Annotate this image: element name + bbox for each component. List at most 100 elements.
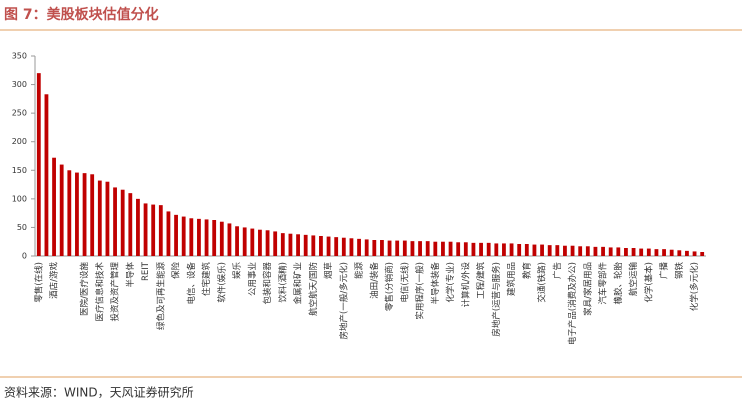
x-tick-label: 汽车零部件: [598, 262, 609, 305]
bar: [67, 170, 72, 256]
bar: [189, 218, 194, 256]
bar: [166, 211, 171, 256]
x-tick-label: 工程/建筑: [476, 262, 487, 299]
bar: [296, 234, 300, 256]
bar: [288, 233, 293, 256]
bar: [524, 244, 529, 256]
x-tick-label: 实用程序(一般): [415, 262, 426, 320]
x-tick-label: 广告: [552, 262, 563, 279]
bar: [555, 245, 560, 256]
bar: [120, 189, 125, 256]
x-tick-label: 公用事业: [247, 262, 258, 296]
x-tick-label: 电信、设备: [186, 262, 197, 305]
bar: [654, 249, 659, 256]
x-tick-label: 计算机/外设: [460, 262, 471, 308]
x-tick-label: 教育: [521, 262, 532, 279]
bar: [265, 230, 270, 256]
x-tick-label: 房地产(运营与服务): [491, 262, 502, 337]
bar: [303, 234, 308, 256]
bar: [52, 157, 56, 256]
bar: [624, 248, 628, 256]
x-tick-label: REIT: [141, 261, 151, 281]
bar: [563, 245, 567, 256]
x-tick-label: 橡胶、轮胎: [613, 262, 624, 305]
bar: [631, 248, 636, 256]
x-tick-label: 半导体: [125, 262, 136, 288]
bar: [311, 235, 316, 256]
bar: [82, 173, 87, 256]
x-tick-label: 电信(无线): [399, 262, 410, 303]
x-tick-label: 电子产品(消费及办公): [567, 262, 578, 345]
bar: [357, 238, 361, 256]
x-tick-label: 医疗信息和技术: [94, 262, 105, 322]
x-tick-label: 金属和矿业: [293, 262, 304, 305]
bar: [372, 240, 377, 256]
x-tick-label: 化学(基本): [643, 262, 654, 303]
y-tick-label: 300: [12, 80, 27, 89]
x-tick-label: 绿色及可再生能源: [155, 262, 166, 331]
x-tick-label: 房地产(一般/多元化): [338, 262, 349, 340]
bar: [44, 94, 49, 257]
bar: [97, 180, 102, 256]
bar: [669, 249, 674, 256]
bar: [151, 204, 156, 256]
x-tick-label: 软件(娱乐): [216, 262, 227, 303]
x-tick-label: 交通(铁路): [537, 262, 548, 303]
bar: [128, 193, 133, 256]
x-tick-label: 航空航天/国防: [308, 262, 319, 316]
bar: [219, 221, 224, 256]
x-tick-label: 酒店/游戏: [49, 262, 60, 299]
bar: [402, 240, 407, 256]
bar: [509, 243, 514, 256]
bar: [136, 198, 140, 256]
bar: [36, 73, 41, 257]
bar: [502, 243, 506, 256]
x-tick-label: 投资及资产管理: [110, 262, 121, 322]
bar: [692, 251, 697, 256]
bar: [616, 247, 621, 256]
x-tick-label: 能源: [354, 262, 365, 280]
bar: [463, 242, 468, 256]
x-tick-label: 钢铁: [674, 262, 685, 280]
x-tick-label: 娱乐: [232, 262, 243, 280]
bar: [570, 245, 575, 256]
bar: [471, 242, 476, 256]
x-tick-label: 零售(在线): [33, 262, 44, 303]
bar: [532, 244, 537, 256]
bar: [395, 240, 400, 256]
y-tick-label: 0: [22, 252, 27, 261]
bar: [158, 205, 163, 256]
x-tick-label: 饮料(酒精): [277, 262, 288, 303]
bar: [341, 237, 346, 256]
bar: [105, 181, 110, 256]
x-tick-label: 广播: [659, 262, 670, 280]
bar: [113, 187, 117, 256]
bar: [181, 216, 186, 256]
chart-title: 图 7：美股板块估值分化: [4, 6, 159, 23]
bar: [380, 240, 384, 256]
bar: [700, 252, 705, 256]
x-tick-label: 保险: [171, 262, 182, 280]
bar: [479, 242, 483, 256]
bar: [418, 241, 422, 256]
bar: [494, 243, 499, 256]
bar: [639, 248, 644, 256]
bar: [334, 237, 339, 256]
y-tick-label: 50: [17, 223, 27, 232]
bar: [646, 248, 651, 256]
x-tick-label: 烟草: [323, 262, 334, 280]
x-tick-label: 零售(分销商): [384, 262, 395, 311]
bar: [364, 239, 369, 256]
bar: [662, 249, 666, 256]
bar: [547, 245, 552, 256]
bar: [441, 241, 445, 256]
x-tick-label: 化学(专业): [445, 262, 456, 303]
y-tick-label: 350: [12, 52, 27, 61]
x-tick-label: 化学(多元化): [689, 262, 700, 311]
bar: [273, 231, 278, 256]
bar: [608, 247, 613, 256]
bar: [540, 244, 544, 256]
bar: [212, 220, 217, 256]
bar: [90, 174, 95, 256]
